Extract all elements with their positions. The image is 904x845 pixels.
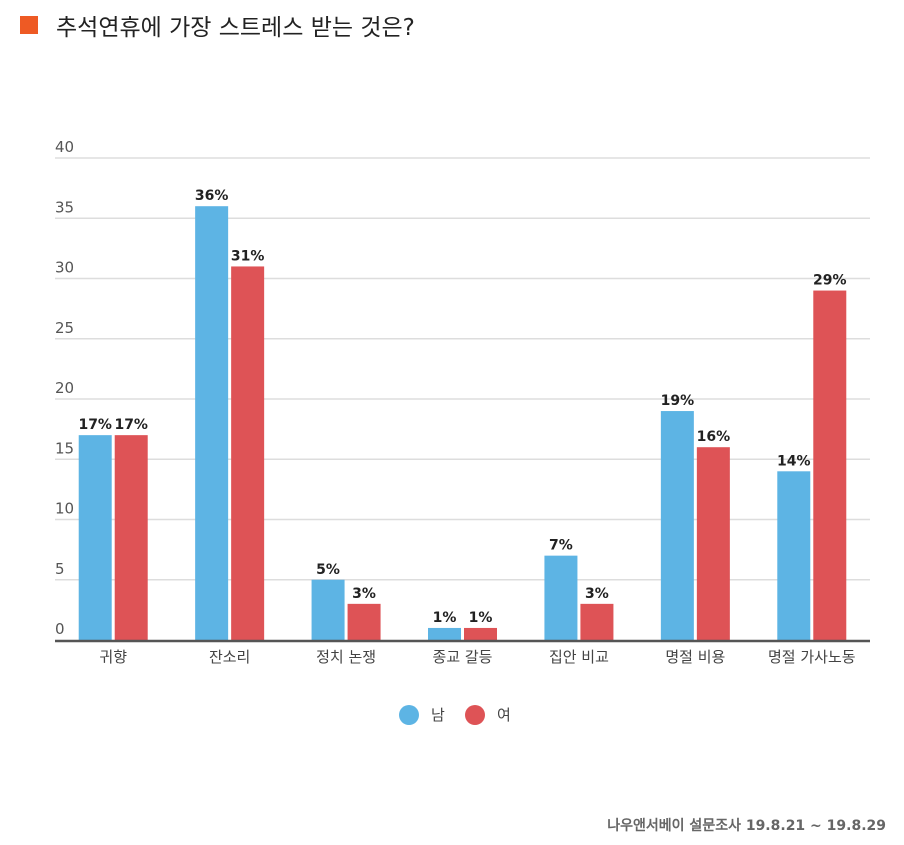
x-category-label: 정치 논쟁 xyxy=(316,648,376,666)
chart-title-row: 추석연휴에 가장 스트레스 받는 것은? xyxy=(20,8,415,42)
bar-female xyxy=(231,266,265,640)
bar-female xyxy=(464,627,497,640)
y-tick-label: 40 xyxy=(55,138,74,156)
legend-label: 여 xyxy=(497,706,511,724)
data-label: 5% xyxy=(316,562,340,578)
x-category-label: 명절 비용 xyxy=(665,648,725,666)
bar-female xyxy=(813,290,847,640)
y-tick-label: 5 xyxy=(55,560,65,578)
legend-label: 남 xyxy=(431,706,445,724)
bar-male xyxy=(78,435,112,640)
y-tick-label: 15 xyxy=(55,439,74,457)
y-tick-label: 35 xyxy=(55,198,74,216)
bar-female xyxy=(347,603,381,640)
data-label: 3% xyxy=(352,586,376,602)
legend-marker-male xyxy=(399,705,419,725)
data-label: 14% xyxy=(777,453,811,469)
y-tick-label: 10 xyxy=(55,500,74,518)
legend-marker-female xyxy=(465,705,485,725)
bar-male xyxy=(428,627,461,640)
bar-male xyxy=(660,411,694,640)
data-label: 19% xyxy=(661,393,695,409)
data-label: 17% xyxy=(78,417,112,433)
y-tick-label: 20 xyxy=(55,379,74,397)
y-tick-label: 30 xyxy=(55,259,74,277)
bar-male xyxy=(544,555,578,640)
bar-female xyxy=(580,603,614,640)
chart-title: 추석연휴에 가장 스트레스 받는 것은? xyxy=(56,15,415,41)
x-category-label: 종교 갈등 xyxy=(433,648,493,666)
data-label: 3% xyxy=(585,586,609,602)
title-square-icon xyxy=(20,16,38,34)
data-label: 31% xyxy=(231,248,265,264)
x-category-label: 집안 비교 xyxy=(549,648,609,666)
x-category-label: 잔소리 xyxy=(209,648,250,666)
data-label: 29% xyxy=(813,273,847,289)
bar-female xyxy=(114,435,148,640)
x-category-label: 명절 가사노동 xyxy=(768,648,856,666)
bar-male xyxy=(195,206,229,640)
bar-female xyxy=(696,447,730,640)
data-label: 1% xyxy=(433,610,457,626)
data-label: 17% xyxy=(114,417,148,433)
x-category-label: 귀향 xyxy=(99,648,127,666)
y-tick-label: 0 xyxy=(55,620,65,638)
y-tick-label: 25 xyxy=(55,319,74,337)
data-label: 16% xyxy=(697,429,731,445)
source-footer: 나우앤서베이 설문조사 19.8.21 ~ 19.8.29 xyxy=(607,818,886,834)
bar-male xyxy=(311,579,345,640)
data-label: 7% xyxy=(549,538,573,554)
data-label: 36% xyxy=(195,188,229,204)
bar-male xyxy=(777,471,811,640)
data-label: 1% xyxy=(469,610,493,626)
